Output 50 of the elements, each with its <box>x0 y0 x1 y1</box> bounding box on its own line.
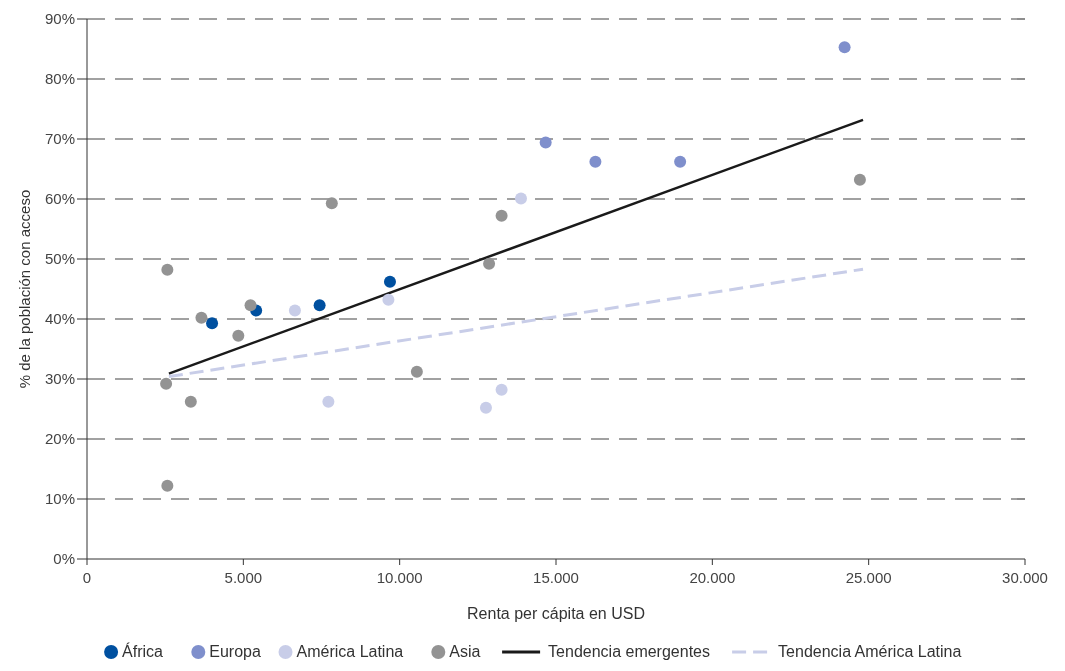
point <box>383 275 396 288</box>
point <box>483 257 496 270</box>
x-tick-label: 10.000 <box>376 569 423 586</box>
legend-label: Tendencia América Latina <box>778 643 962 660</box>
y-tick-label: 40% <box>44 310 75 327</box>
point <box>589 155 602 168</box>
point <box>514 192 527 205</box>
x-tick-label: 15.000 <box>533 569 579 586</box>
point <box>479 401 492 414</box>
y-tick-label: 90% <box>44 10 75 27</box>
y-tick-label: 50% <box>44 250 75 267</box>
legend-label: África <box>122 642 164 660</box>
point <box>382 293 395 306</box>
point <box>838 41 851 54</box>
point <box>674 155 687 168</box>
point <box>161 479 174 492</box>
y-tick-label: 0% <box>53 550 75 567</box>
y-tick-label: 60% <box>44 190 75 207</box>
point <box>288 304 301 317</box>
point <box>495 383 508 396</box>
point <box>195 311 208 324</box>
point <box>313 299 326 312</box>
point <box>495 209 508 222</box>
point <box>161 263 174 276</box>
point <box>244 299 257 312</box>
point <box>206 317 219 330</box>
point <box>325 197 338 210</box>
y-tick-label: 20% <box>44 430 75 447</box>
y-axis-title: % de la población con acceso <box>16 189 33 389</box>
x-tick-label: 5.000 <box>224 569 263 586</box>
y-tick-label: 70% <box>44 130 75 147</box>
y-tick-label: 10% <box>44 490 75 507</box>
point <box>410 365 423 378</box>
legend-label: Tendencia emergentes <box>548 643 710 660</box>
point <box>184 395 197 408</box>
x-tick-label: 20.000 <box>689 569 736 586</box>
point <box>539 136 552 149</box>
point <box>160 377 173 390</box>
x-tick-label: 0 <box>82 569 92 586</box>
point <box>853 173 866 186</box>
y-tick-label: 80% <box>44 70 75 87</box>
x-tick-label: 30.000 <box>1002 569 1048 586</box>
x-tick-label: 25.000 <box>845 569 892 586</box>
point <box>232 329 245 342</box>
point <box>322 395 335 408</box>
legend-label: Europa <box>209 643 261 660</box>
legend-label: Asia <box>449 643 481 660</box>
x-axis-title: Renta per cápita en USD <box>467 605 645 622</box>
legend-label: América Latina <box>296 643 404 660</box>
y-tick-label: 30% <box>44 370 75 387</box>
